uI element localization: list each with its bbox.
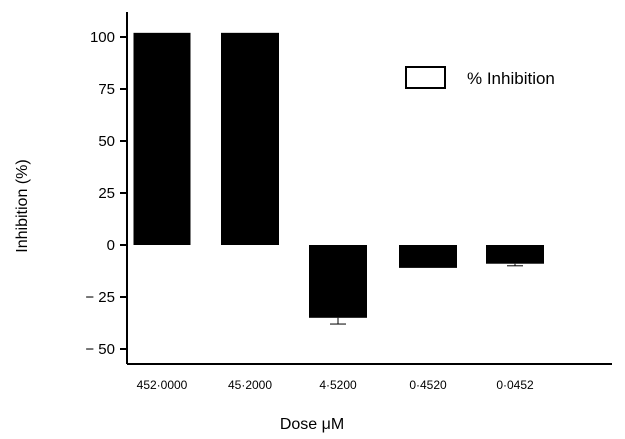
x-tick-label: 45·2000 — [228, 378, 272, 392]
x-tick-label: 4·5200 — [319, 378, 357, 392]
bars — [133, 32, 544, 325]
x-tick-label: 452·0000 — [137, 378, 188, 392]
bar-4 — [486, 245, 544, 264]
y-tick-label: 0 — [107, 237, 115, 254]
bar-3 — [399, 245, 457, 268]
x-tick-label: 0·0452 — [496, 378, 534, 392]
y-tick-label: 25 — [98, 185, 115, 202]
y-tick-label: 100 — [90, 29, 115, 46]
axes — [126, 12, 612, 365]
legend: % Inhibition — [405, 66, 555, 89]
legend-label: % Inhibition — [467, 69, 555, 88]
y-tick-label: − 50 — [85, 341, 115, 358]
bar-1 — [221, 32, 279, 246]
y-tick-label: 75 — [98, 81, 115, 98]
x-axis-label: Dose μM — [280, 416, 344, 433]
bar-0 — [133, 32, 191, 246]
x-tick-label: 0·4520 — [409, 378, 447, 392]
y-axis-label: Inhibition (%) — [14, 159, 31, 252]
bar-2 — [309, 245, 367, 318]
x-ticks: 452·0000 45·2000 4·5200 0·4520 0·0452 — [137, 378, 534, 392]
y-ticks: 100 75 50 25 0 − 25 − 50 — [85, 29, 127, 358]
y-tick-label: − 25 — [85, 289, 115, 306]
y-tick-label: 50 — [98, 133, 115, 150]
legend-swatch — [405, 66, 446, 89]
